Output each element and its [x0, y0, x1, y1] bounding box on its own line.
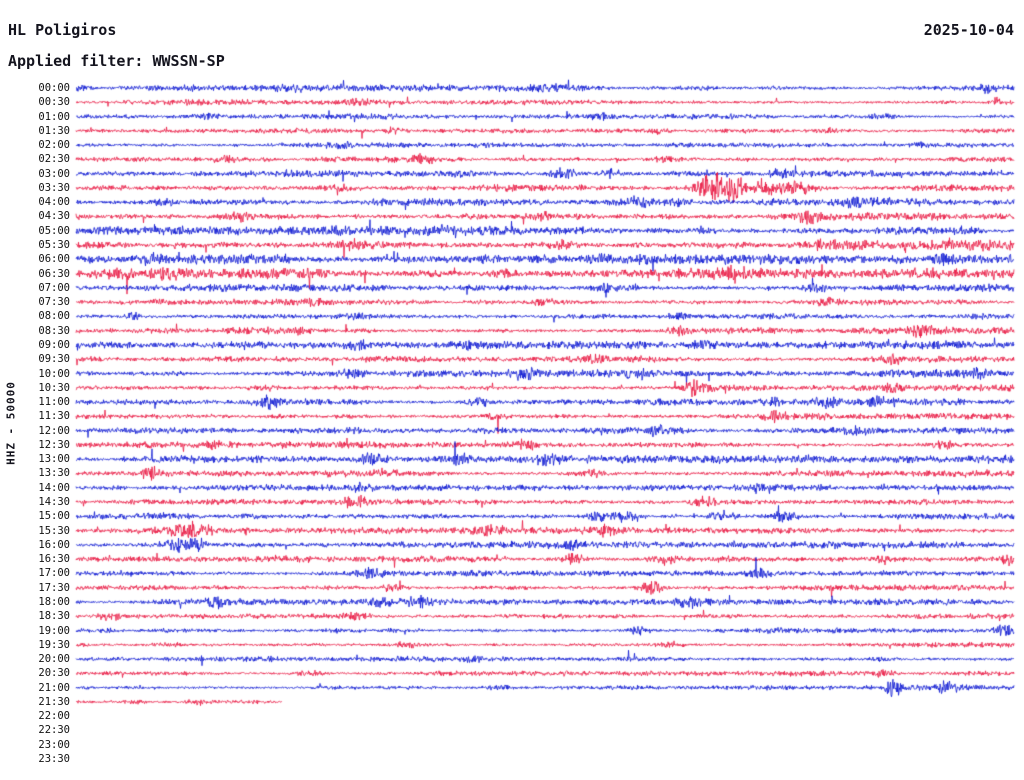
time-label: 10:00: [38, 367, 70, 380]
time-label: 02:30: [38, 153, 70, 166]
time-label: 18:00: [38, 595, 70, 608]
time-label: 11:00: [38, 396, 70, 409]
time-label: 12:00: [38, 424, 70, 437]
time-label: 03:30: [38, 181, 70, 194]
time-label: 07:00: [38, 281, 70, 294]
time-label: 09:30: [38, 353, 70, 366]
time-label: 11:30: [38, 410, 70, 423]
time-label: 05:00: [38, 224, 70, 237]
time-label: 04:30: [38, 210, 70, 223]
filter-label: Applied filter: WWSSN-SP: [8, 52, 225, 70]
time-label: 21:00: [38, 681, 70, 694]
time-label: 03:00: [38, 167, 70, 180]
time-label: 10:30: [38, 381, 70, 394]
time-label: 15:00: [38, 510, 70, 523]
time-label: 23:00: [38, 738, 70, 751]
time-label: 08:00: [38, 310, 70, 323]
time-label: 07:30: [38, 296, 70, 309]
time-label: 13:00: [38, 453, 70, 466]
time-label: 17:00: [38, 567, 70, 580]
time-label: 00:30: [38, 96, 70, 109]
time-label: 02:00: [38, 139, 70, 152]
time-label: 18:30: [38, 610, 70, 623]
time-label: 01:30: [38, 124, 70, 137]
time-label: 23:30: [38, 753, 70, 765]
time-label: 04:00: [38, 196, 70, 209]
time-label: 20:00: [38, 653, 70, 666]
time-label: 09:00: [38, 338, 70, 351]
time-label: 17:30: [38, 581, 70, 594]
station-title: HL Poligiros: [8, 21, 117, 39]
time-label: 01:00: [38, 110, 70, 123]
time-label: 20:30: [38, 667, 70, 680]
time-label: 12:30: [38, 438, 70, 451]
time-label: 14:00: [38, 481, 70, 494]
time-label: 22:30: [38, 724, 70, 737]
time-label: 14:30: [38, 496, 70, 509]
time-label: 19:00: [38, 624, 70, 637]
time-label: 13:30: [38, 467, 70, 480]
time-label: 15:30: [38, 524, 70, 537]
date-label: 2025-10-04: [923, 21, 1014, 39]
time-label: 21:30: [38, 695, 70, 708]
time-label: 22:00: [38, 710, 70, 723]
time-label: 19:30: [38, 638, 70, 651]
time-label: 06:30: [38, 267, 70, 280]
time-label: 16:30: [38, 553, 70, 566]
time-label: 05:30: [38, 239, 70, 252]
time-label: 00:00: [38, 82, 70, 94]
time-label: 08:30: [38, 324, 70, 337]
time-label: 06:00: [38, 253, 70, 266]
time-label: 16:00: [38, 538, 70, 551]
